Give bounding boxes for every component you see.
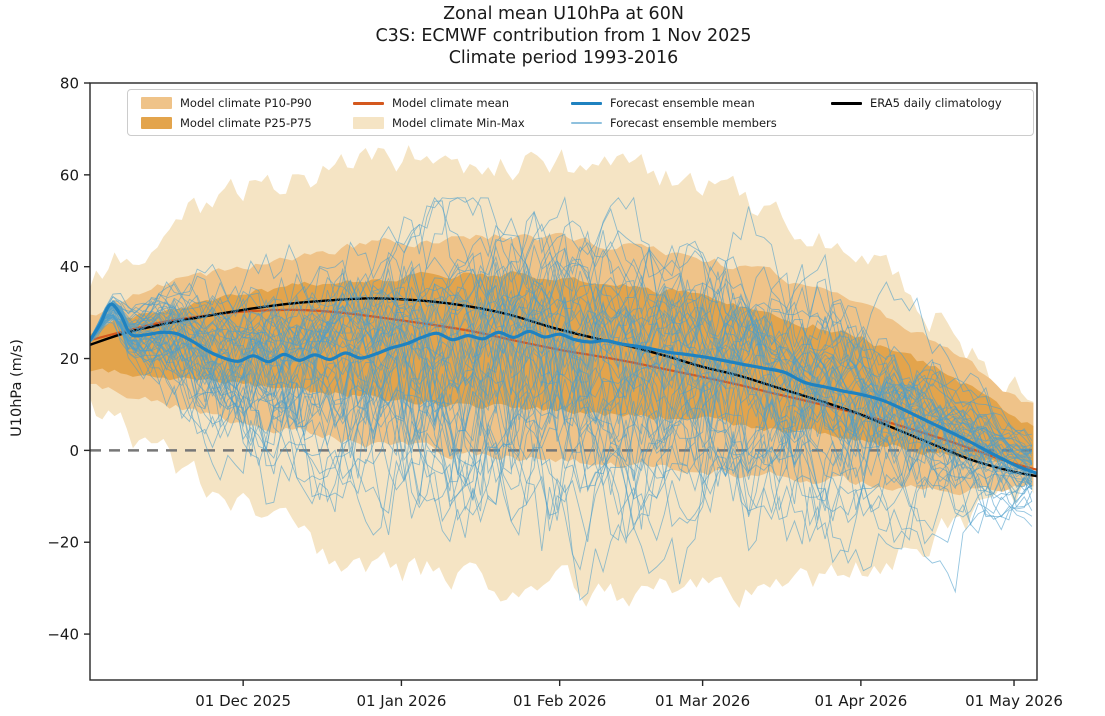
- legend-item-label: Model climate P25-P75: [180, 116, 312, 130]
- ensemble-member-line: [90, 277, 1033, 540]
- ensemble-member-line: [90, 292, 1033, 542]
- legend-item: Model climate Min-Max: [353, 113, 525, 133]
- title-block: Zonal mean U10hPa at 60N C3S: ECMWF cont…: [90, 3, 1037, 69]
- ensemble-member-line: [90, 248, 1033, 532]
- chart-subtitle-2: Climate period 1993-2016: [448, 48, 679, 68]
- ensemble-member-line: [90, 277, 1033, 521]
- y-tick-label: 40: [60, 258, 79, 276]
- plot-frame: [89, 82, 1038, 681]
- legend-swatch-line-icon: [831, 101, 862, 105]
- y-tick-label: 0: [69, 442, 79, 460]
- x-tick-label: 01 Feb 2026: [513, 692, 606, 710]
- x-tick-label: 01 Mar 2026: [655, 692, 750, 710]
- ensemble-member-line: [90, 262, 1033, 469]
- chart-subtitle: C3S: ECMWF contribution from 1 Nov 2025: [375, 26, 752, 46]
- legend-item: Model climate P25-P75: [141, 113, 312, 133]
- ensemble-member-line: [90, 230, 1033, 483]
- x-tick-label: 01 May 2026: [965, 692, 1063, 710]
- ensemble-member-line: [90, 290, 1033, 536]
- y-tick-label: 80: [60, 75, 79, 93]
- x-tick-label: 01 Apr 2026: [814, 692, 907, 710]
- legend-item-label: ERA5 daily climatology: [870, 96, 1002, 110]
- legend-swatch-patch-icon: [141, 97, 172, 109]
- y-axis-label: U10hPa (m/s): [9, 339, 25, 437]
- y-tick-label: −20: [47, 534, 79, 552]
- legend-item-label: Forecast ensemble mean: [610, 96, 755, 110]
- ensemble-member-line: [90, 207, 1033, 483]
- legend-swatch-line-icon: [571, 101, 602, 105]
- legend-column: ERA5 daily climatology: [831, 93, 1002, 113]
- ensemble-member-line: [90, 289, 1033, 499]
- ensemble-member-line: [90, 300, 1033, 514]
- x-tick-label: 01 Dec 2025: [195, 692, 291, 710]
- legend-swatch-patch-icon: [353, 117, 384, 129]
- legend-item-label: Model climate mean: [392, 96, 509, 110]
- legend-column: Model climate mean Model climate Min-Max: [353, 93, 525, 133]
- ensemble-member-line: [90, 313, 1033, 537]
- ensemble-member-line: [90, 270, 1033, 492]
- ensemble-member-line: [90, 196, 1033, 463]
- ensemble-member-line: [90, 293, 1033, 544]
- y-tick-label: 20: [60, 350, 79, 368]
- legend-item: Forecast ensemble mean: [571, 93, 777, 113]
- line-forecast-ensemble-mean: [90, 302, 1037, 475]
- legend-item: Model climate P10-P90: [141, 93, 312, 113]
- y-tick-label: 60: [60, 166, 79, 184]
- legend-item: Forecast ensemble members: [571, 113, 777, 133]
- legend: Model climate P10-P90 Model climate P25-P…: [127, 89, 1034, 136]
- legend-swatch-line-icon: [353, 101, 384, 105]
- ensemble-member-line: [90, 281, 1033, 488]
- legend-item: ERA5 daily climatology: [831, 93, 1002, 113]
- chart-title: Zonal mean U10hPa at 60N: [443, 4, 684, 24]
- legend-item-label: Model climate P10-P90: [180, 96, 312, 110]
- legend-item-label: Forecast ensemble members: [610, 116, 777, 130]
- legend-item-label: Model climate Min-Max: [392, 116, 525, 130]
- ensemble-member-line: [90, 242, 1033, 472]
- legend-column: Forecast ensemble mean Forecast ensemble …: [571, 93, 777, 133]
- ensemble-member-line: [90, 268, 1033, 521]
- y-tick-label: −40: [47, 626, 79, 644]
- legend-column: Model climate P10-P90 Model climate P25-P…: [141, 93, 312, 133]
- legend-swatch-thinline-icon: [571, 122, 602, 124]
- x-tick-label: 01 Jan 2026: [356, 692, 446, 710]
- legend-swatch-patch-icon: [141, 117, 172, 129]
- ensemble-member-line: [90, 272, 1033, 564]
- legend-item: Model climate mean: [353, 93, 525, 113]
